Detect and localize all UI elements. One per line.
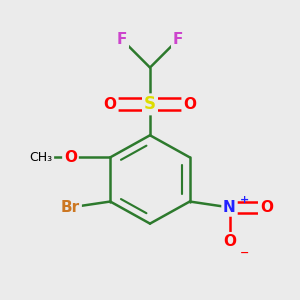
Text: F: F <box>173 32 183 47</box>
Text: O: O <box>183 97 196 112</box>
Text: O: O <box>104 97 117 112</box>
Text: CH₃: CH₃ <box>29 151 52 164</box>
Text: S: S <box>144 95 156 113</box>
Text: N: N <box>223 200 236 215</box>
Text: +: + <box>240 195 249 205</box>
Text: O: O <box>260 200 273 215</box>
Text: O: O <box>223 234 236 249</box>
Text: O: O <box>64 150 77 165</box>
Text: F: F <box>117 32 127 47</box>
Text: −: − <box>239 248 249 258</box>
Text: Br: Br <box>61 200 80 215</box>
